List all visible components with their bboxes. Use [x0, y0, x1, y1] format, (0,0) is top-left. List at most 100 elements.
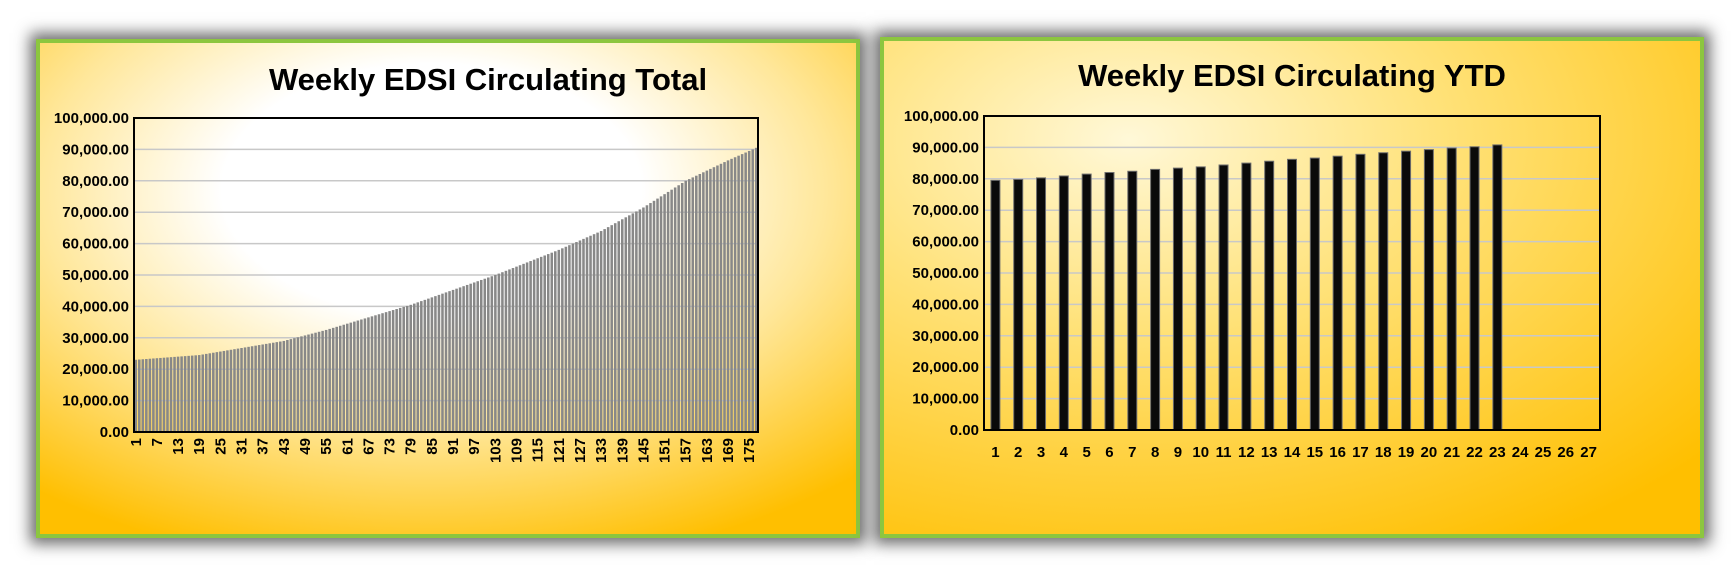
- bar: [324, 329, 328, 432]
- x-tick-label: 12: [1238, 444, 1255, 461]
- bar: [702, 172, 705, 433]
- x-tick-label: 169: [720, 438, 737, 463]
- bar: [1172, 167, 1183, 431]
- bar: [656, 198, 659, 432]
- y-tick-label: 50,000.00: [912, 265, 979, 282]
- bar: [222, 350, 226, 432]
- bar: [254, 345, 257, 432]
- bar: [187, 355, 190, 432]
- bar: [494, 275, 497, 432]
- bar: [740, 154, 744, 433]
- x-axis-ticks: 1 2 3 4 5 6 7 8 9 10 11 12 13 14 15 16 17 18 19 20 21 22 23 24 2…: [991, 444, 1597, 461]
- y-tick-label: 30,000.00: [912, 328, 979, 345]
- bar: [307, 334, 310, 432]
- plot-area-border: [983, 115, 1601, 431]
- bar: [1127, 170, 1138, 431]
- bar: [405, 305, 409, 432]
- x-tick-label: 4: [1060, 444, 1069, 461]
- bar: [1401, 150, 1412, 431]
- bar: [483, 278, 487, 432]
- x-tick-label: 27: [1580, 444, 1597, 461]
- bar: [610, 225, 613, 432]
- bar: [554, 251, 557, 432]
- bar: [342, 324, 346, 432]
- bar: [349, 322, 353, 432]
- bar: [695, 175, 698, 432]
- bar: [250, 346, 254, 432]
- bars: [990, 144, 1503, 431]
- x-tick-label: 7: [149, 438, 166, 446]
- bar: [201, 354, 205, 432]
- bar: [1287, 158, 1297, 431]
- bar: [487, 277, 490, 432]
- bar: [180, 356, 183, 432]
- x-tick-label: 67: [360, 438, 377, 455]
- bar: [398, 307, 402, 432]
- bar: [568, 245, 571, 432]
- bar: [1309, 157, 1320, 431]
- bar: [1081, 173, 1092, 431]
- bar: [1469, 146, 1480, 431]
- bars: [134, 147, 758, 433]
- y-tick-label: 40,000.00: [62, 298, 129, 315]
- bar: [455, 288, 458, 432]
- bar: [384, 312, 388, 432]
- bar: [990, 179, 1001, 431]
- bar: [240, 348, 243, 432]
- x-tick-label: 7: [1128, 444, 1136, 461]
- x-tick-label: 55: [318, 438, 335, 455]
- y-tick-label: 90,000.00: [62, 141, 129, 158]
- x-tick-label: 25: [1535, 444, 1552, 461]
- x-tick-label: 14: [1284, 444, 1301, 461]
- chart-title: Weekly EDSI Circulating Total: [269, 62, 707, 97]
- bar: [1446, 147, 1457, 431]
- bar: [546, 254, 550, 432]
- bar: [621, 219, 624, 432]
- bar: [613, 223, 617, 432]
- bar: [617, 221, 621, 432]
- bar: [293, 338, 296, 432]
- x-tick-label: 20: [1421, 444, 1438, 461]
- x-tick-label: 19: [1398, 444, 1415, 461]
- bar: [416, 302, 420, 432]
- bar: [670, 189, 673, 432]
- bar: [680, 183, 684, 432]
- bar: [571, 243, 575, 432]
- bar: [219, 351, 222, 432]
- y-tick-label: 60,000.00: [62, 236, 129, 253]
- bar: [1104, 172, 1115, 431]
- x-tick-label: 133: [593, 438, 610, 463]
- bar: [599, 231, 603, 432]
- bar: [353, 321, 356, 432]
- bar: [300, 336, 303, 432]
- bar: [363, 318, 367, 432]
- x-tick-label: 163: [699, 438, 716, 463]
- bar: [472, 282, 476, 432]
- bar: [247, 346, 250, 432]
- bar: [518, 265, 522, 432]
- bar: [1241, 162, 1252, 431]
- bar: [233, 349, 236, 432]
- bar: [1058, 175, 1069, 431]
- bar: [539, 256, 543, 432]
- bar: [716, 165, 719, 432]
- bar: [691, 177, 695, 432]
- y-tick-label: 10,000.00: [62, 393, 129, 410]
- y-tick-label: 80,000.00: [912, 171, 979, 188]
- bar: [1378, 152, 1389, 431]
- bar: [663, 194, 666, 432]
- chart-panel-circulating-ytd: Weekly EDSI Circulating YTD 0.00 10,000.0…: [880, 37, 1704, 538]
- bar: [585, 237, 589, 432]
- x-tick-label: 26: [1557, 444, 1574, 461]
- bar: [561, 248, 564, 432]
- x-tick-label: 127: [572, 438, 589, 463]
- bar: [501, 272, 504, 432]
- bar: [367, 317, 370, 432]
- x-tick-label: 73: [382, 438, 399, 455]
- bar: [638, 209, 642, 432]
- bar: [1218, 164, 1229, 431]
- bar: [582, 238, 585, 432]
- bar: [730, 158, 733, 432]
- bar: [589, 235, 592, 432]
- bar: [525, 262, 529, 432]
